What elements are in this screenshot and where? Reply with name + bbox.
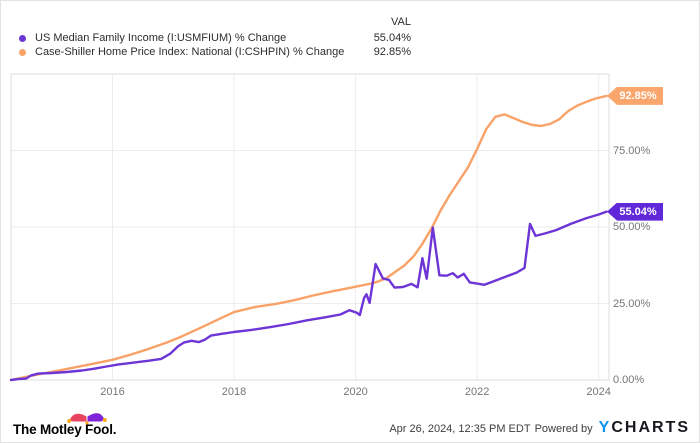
- ycharts-logo[interactable]: YCHARTS: [599, 420, 690, 436]
- legend-label: Case-Shiller Home Price Index: National …: [35, 46, 345, 58]
- legend: VAL US Median Family Income (I:USMFIUM) …: [19, 16, 411, 59]
- x-axis-tick-label: 2018: [221, 386, 247, 398]
- val-header-label: VAL: [391, 16, 411, 28]
- legend-value: 92.85%: [373, 46, 411, 58]
- legend-row-median-income: US Median Family Income (I:USMFIUM) % Ch…: [19, 31, 411, 45]
- legend-row-case-shiller: Case-Shiller Home Price Index: National …: [19, 45, 411, 59]
- series-bullet-icon: [19, 34, 26, 42]
- y-axis-tick-label: 50.00%: [613, 221, 651, 233]
- y-axis-tick-label: 25.00%: [613, 297, 651, 310]
- legend-label: US Median Family Income (I:USMFIUM) % Ch…: [35, 32, 287, 44]
- ycharts-y-mark: Y: [598, 419, 612, 436]
- series-bullet-icon: [19, 48, 26, 56]
- y-axis-tick-label: 75.00%: [613, 144, 651, 157]
- legend-val-header: VAL: [19, 16, 411, 28]
- motley-fool-logo[interactable]: The Motley Fool.: [13, 408, 143, 440]
- attribution-bar: Apr 26, 2024, 12:35 PM EDT Powered by YC…: [389, 420, 690, 436]
- series-line-0[interactable]: [9, 210, 608, 382]
- value-badge-series-1: 92.85%: [607, 86, 663, 105]
- x-axis-tick-label: 2020: [343, 386, 368, 398]
- plot-frame: [10, 73, 610, 381]
- powered-by-label: Powered by: [534, 423, 593, 435]
- y-axis-tick-label: 0.00%: [613, 374, 645, 386]
- x-axis-tick-label: 2024: [586, 386, 611, 398]
- ycharts-wordmark: CHARTS: [611, 419, 690, 436]
- x-axis-tick-label: 2022: [464, 386, 490, 398]
- motley-fool-wordmark: The Motley Fool.: [13, 422, 117, 437]
- legend-value: 55.04%: [373, 32, 411, 44]
- x-axis-tick-label: 2016: [100, 386, 125, 398]
- jester-cap-icon: [67, 413, 107, 425]
- series-line-1[interactable]: [9, 94, 608, 382]
- chart-timestamp: Apr 26, 2024, 12:35 PM EDT: [389, 423, 531, 435]
- value-badge-series-0: 55.04%: [607, 202, 663, 221]
